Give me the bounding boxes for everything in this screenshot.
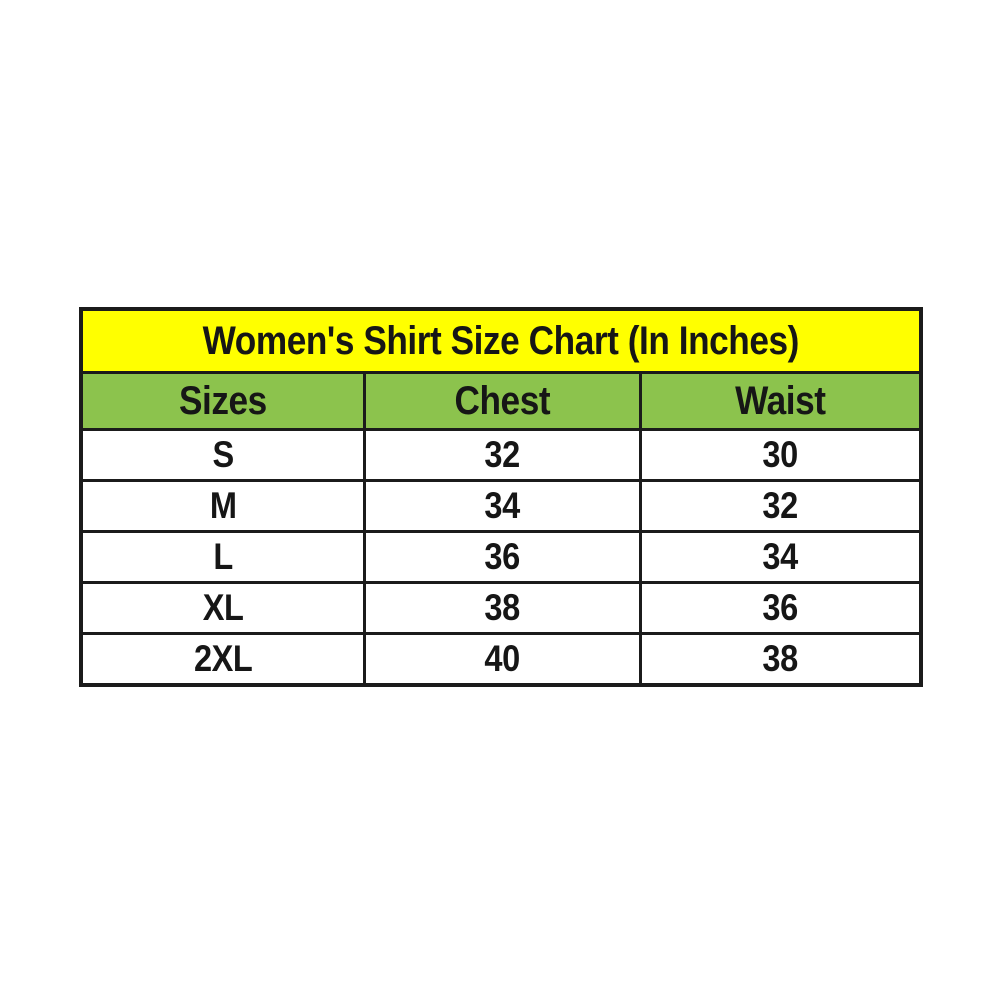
chart-title-cell: Women's Shirt Size Chart (In Inches) bbox=[83, 311, 919, 371]
table-cell-waist-l: 34 bbox=[642, 533, 919, 581]
table-cell-chest-xl: 38 bbox=[366, 584, 639, 632]
table-cell-waist-s: 30 bbox=[642, 431, 919, 479]
table-cell-waist-xl: 36 bbox=[642, 584, 919, 632]
cell-text: 34 bbox=[484, 485, 521, 526]
cell-text: M bbox=[209, 485, 237, 526]
table-cell-size-l: L bbox=[83, 533, 363, 581]
column-header-chest-label: Chest bbox=[454, 378, 551, 423]
column-header-sizes-label: Sizes bbox=[179, 378, 267, 423]
cell-text: 36 bbox=[762, 587, 799, 628]
column-header-waist-label: Waist bbox=[735, 378, 826, 423]
cell-text: 32 bbox=[484, 434, 521, 475]
size-chart-table: Women's Shirt Size Chart (In Inches) Siz… bbox=[79, 307, 923, 687]
table-cell-size-2xl: 2XL bbox=[83, 635, 363, 683]
column-header-chest: Chest bbox=[366, 374, 639, 428]
column-header-sizes: Sizes bbox=[83, 374, 363, 428]
cell-text: 2XL bbox=[193, 638, 253, 679]
cell-text: XL bbox=[202, 587, 244, 628]
cell-text: 36 bbox=[484, 536, 521, 577]
table-cell-chest-2xl: 40 bbox=[366, 635, 639, 683]
column-header-waist: Waist bbox=[642, 374, 919, 428]
table-cell-waist-2xl: 38 bbox=[642, 635, 919, 683]
table-cell-waist-m: 32 bbox=[642, 482, 919, 530]
cell-text: 38 bbox=[484, 587, 521, 628]
cell-text: 32 bbox=[762, 485, 799, 526]
cell-text: 38 bbox=[762, 638, 799, 679]
table-cell-chest-s: 32 bbox=[366, 431, 639, 479]
table-cell-chest-l: 36 bbox=[366, 533, 639, 581]
cell-text: 34 bbox=[762, 536, 799, 577]
cell-text: L bbox=[213, 536, 233, 577]
cell-text: S bbox=[212, 434, 234, 475]
table-cell-size-xl: XL bbox=[83, 584, 363, 632]
table-cell-size-m: M bbox=[83, 482, 363, 530]
table-cell-chest-m: 34 bbox=[366, 482, 639, 530]
table-cell-size-s: S bbox=[83, 431, 363, 479]
cell-text: 40 bbox=[484, 638, 521, 679]
cell-text: 30 bbox=[762, 434, 799, 475]
chart-title: Women's Shirt Size Chart (In Inches) bbox=[202, 318, 800, 363]
